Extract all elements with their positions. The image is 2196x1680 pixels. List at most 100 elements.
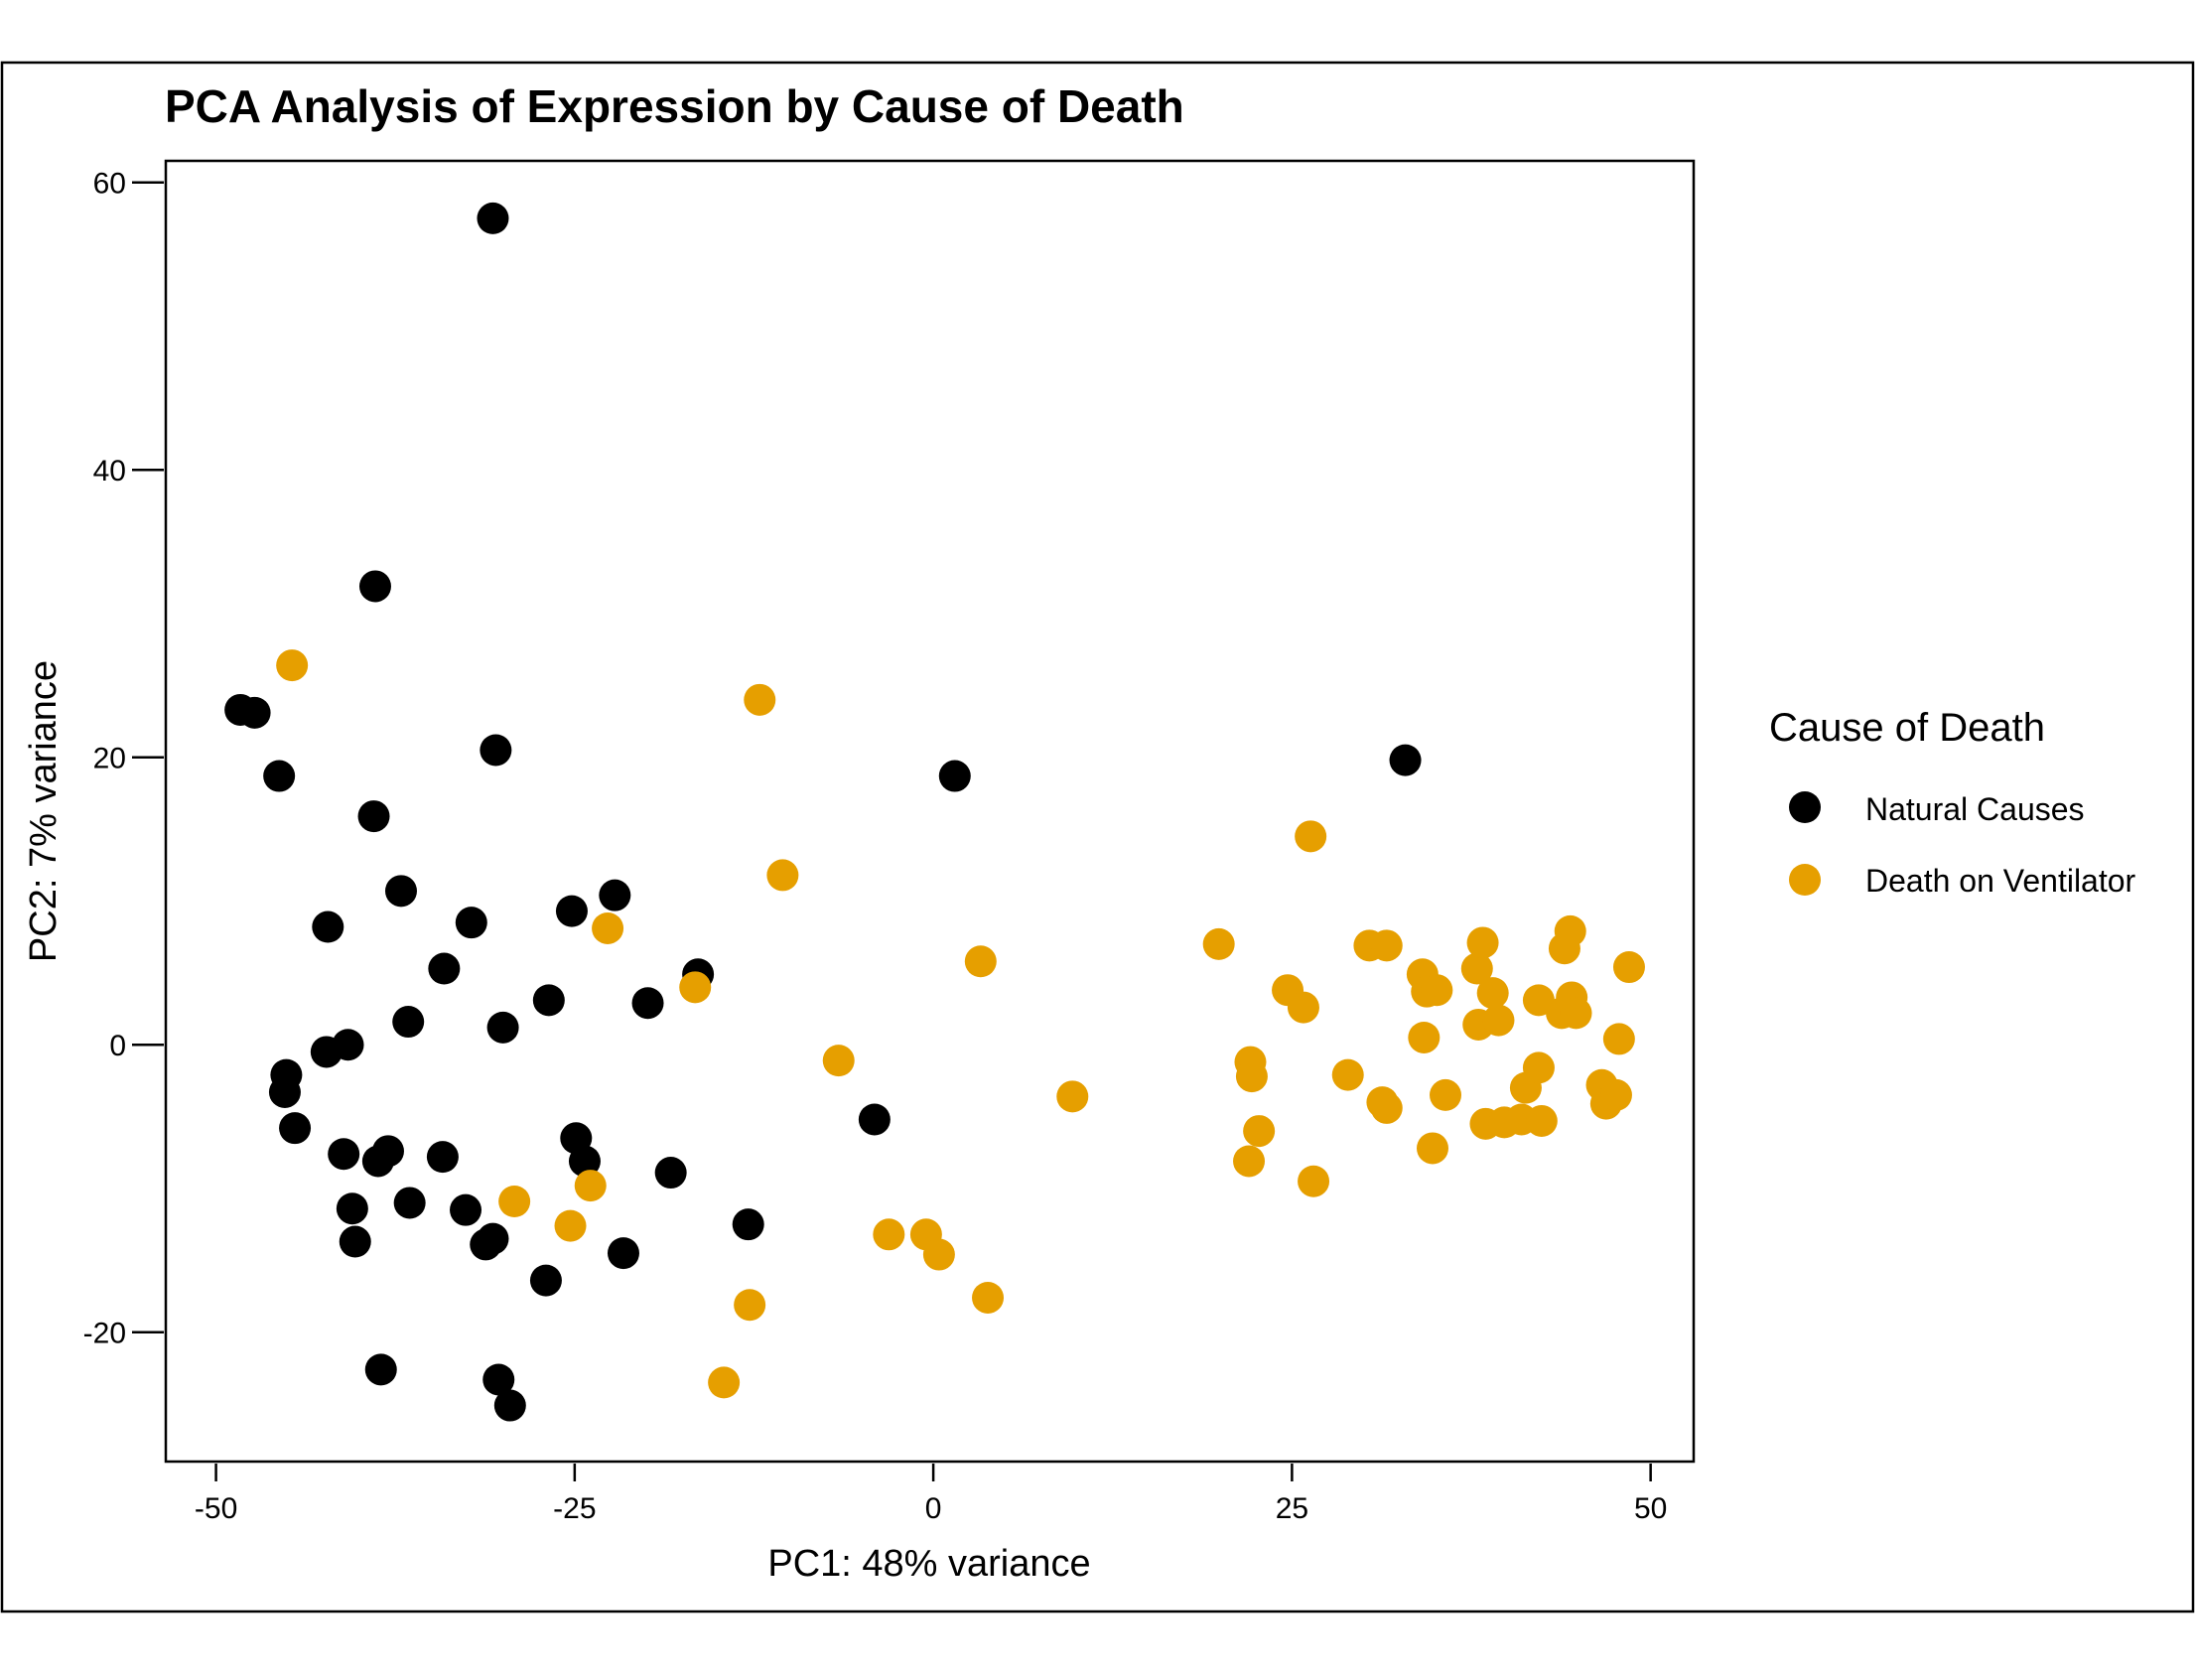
point-natural-causes [532,984,565,1017]
legend-title: Cause of Death [1769,706,2045,750]
point-death-on-ventilator [822,1045,855,1077]
point-death-on-ventilator [922,1238,955,1271]
point-death-on-ventilator [1243,1115,1276,1148]
point-death-on-ventilator [1522,1051,1555,1084]
point-natural-causes [393,1187,426,1219]
point-death-on-ventilator [554,1209,587,1242]
point-natural-causes [938,760,971,792]
point-death-on-ventilator [1408,1021,1441,1053]
point-natural-causes [568,1145,601,1178]
y-tick-label: 40 [93,455,126,488]
point-natural-causes [426,1141,459,1174]
point-natural-causes [332,1029,364,1061]
point-natural-causes [529,1264,562,1297]
point-natural-causes [312,910,344,943]
point-natural-causes [477,202,509,234]
point-natural-causes [384,875,417,908]
x-tick-label: -25 [553,1492,596,1525]
point-death-on-ventilator [574,1170,607,1202]
point-natural-causes [599,879,631,911]
point-death-on-ventilator [1233,1145,1266,1178]
point-death-on-ventilator [1466,926,1499,959]
y-tick-label: 20 [93,743,126,775]
point-natural-causes [486,1011,519,1044]
point-death-on-ventilator [766,859,799,892]
point-death-on-ventilator [679,971,712,1004]
point-death-on-ventilator [276,649,309,682]
x-axis-title: PC1: 48% variance [767,1543,1090,1585]
point-natural-causes [455,907,487,939]
point-death-on-ventilator [1554,914,1586,947]
legend-marker-natural-causes [1789,791,1821,823]
x-tick-label: 50 [1634,1492,1667,1525]
point-natural-causes [493,1389,526,1422]
point-natural-causes [631,987,664,1020]
point-natural-causes [607,1237,639,1270]
y-tick-label: 0 [109,1030,126,1062]
point-death-on-ventilator [708,1366,741,1399]
point-natural-causes [336,1192,368,1225]
point-death-on-ventilator [1612,951,1645,984]
legend: Cause of Death Natural Causes Death on V… [1769,706,2136,899]
point-natural-causes [268,1075,301,1108]
point-death-on-ventilator [1295,820,1327,853]
x-tick-label: 25 [1276,1492,1308,1525]
y-tick-label: -20 [83,1318,126,1350]
point-death-on-ventilator [1476,977,1509,1010]
point-natural-causes [361,1145,394,1178]
y-axis-title: PC2: 7% variance [23,660,65,962]
point-natural-causes [482,1363,515,1396]
point-death-on-ventilator [1560,997,1592,1030]
x-tick-label: 0 [925,1492,942,1525]
point-natural-causes [263,760,296,792]
point-death-on-ventilator [1298,1165,1330,1197]
point-natural-causes [732,1208,764,1241]
legend-label-death-on-ventilator: Death on Ventilator [1865,863,2136,899]
point-death-on-ventilator [1599,1078,1632,1111]
point-natural-causes [480,734,512,767]
point-death-on-ventilator [1287,991,1319,1024]
point-natural-causes [392,1006,425,1039]
point-natural-causes [357,800,390,833]
point-natural-causes [654,1157,687,1190]
point-death-on-ventilator [592,911,624,944]
point-natural-causes [328,1138,360,1171]
outer-border [0,61,2195,1613]
point-natural-causes [339,1225,371,1258]
point-natural-causes [1389,744,1422,776]
y-tick-label: 60 [93,168,126,201]
point-natural-causes [450,1193,482,1226]
point-death-on-ventilator [1202,927,1235,960]
point-death-on-ventilator [734,1289,766,1322]
point-natural-causes [358,570,391,603]
point-natural-causes [428,952,461,985]
point-death-on-ventilator [964,945,997,978]
point-death-on-ventilator [873,1218,905,1251]
point-death-on-ventilator [1602,1023,1635,1055]
data-points [224,202,1645,1422]
point-death-on-ventilator [498,1186,531,1217]
point-natural-causes [858,1103,891,1136]
point-death-on-ventilator [1370,1091,1403,1124]
point-natural-causes [279,1112,312,1145]
point-death-on-ventilator [1370,929,1403,962]
point-death-on-ventilator [1331,1058,1364,1091]
x-tick-label: -50 [195,1492,237,1525]
point-death-on-ventilator [1460,952,1493,985]
legend-marker-death-on-ventilator [1789,864,1821,896]
chart-title: PCA Analysis of Expression by Cause of D… [165,80,1184,132]
point-death-on-ventilator [1056,1080,1089,1113]
point-death-on-ventilator [972,1281,1005,1314]
point-natural-causes [364,1353,397,1386]
y-axis: -20 0 20 40 60 [83,168,164,1350]
point-death-on-ventilator [744,683,776,716]
point-death-on-ventilator [1421,974,1453,1007]
point-death-on-ventilator [1430,1078,1462,1111]
point-natural-causes [477,1222,509,1255]
point-natural-causes [555,895,588,927]
x-axis: -50 -25 0 25 50 [195,1464,1667,1525]
legend-label-natural-causes: Natural Causes [1865,791,2085,827]
point-death-on-ventilator [1416,1132,1448,1165]
point-natural-causes [238,696,271,729]
